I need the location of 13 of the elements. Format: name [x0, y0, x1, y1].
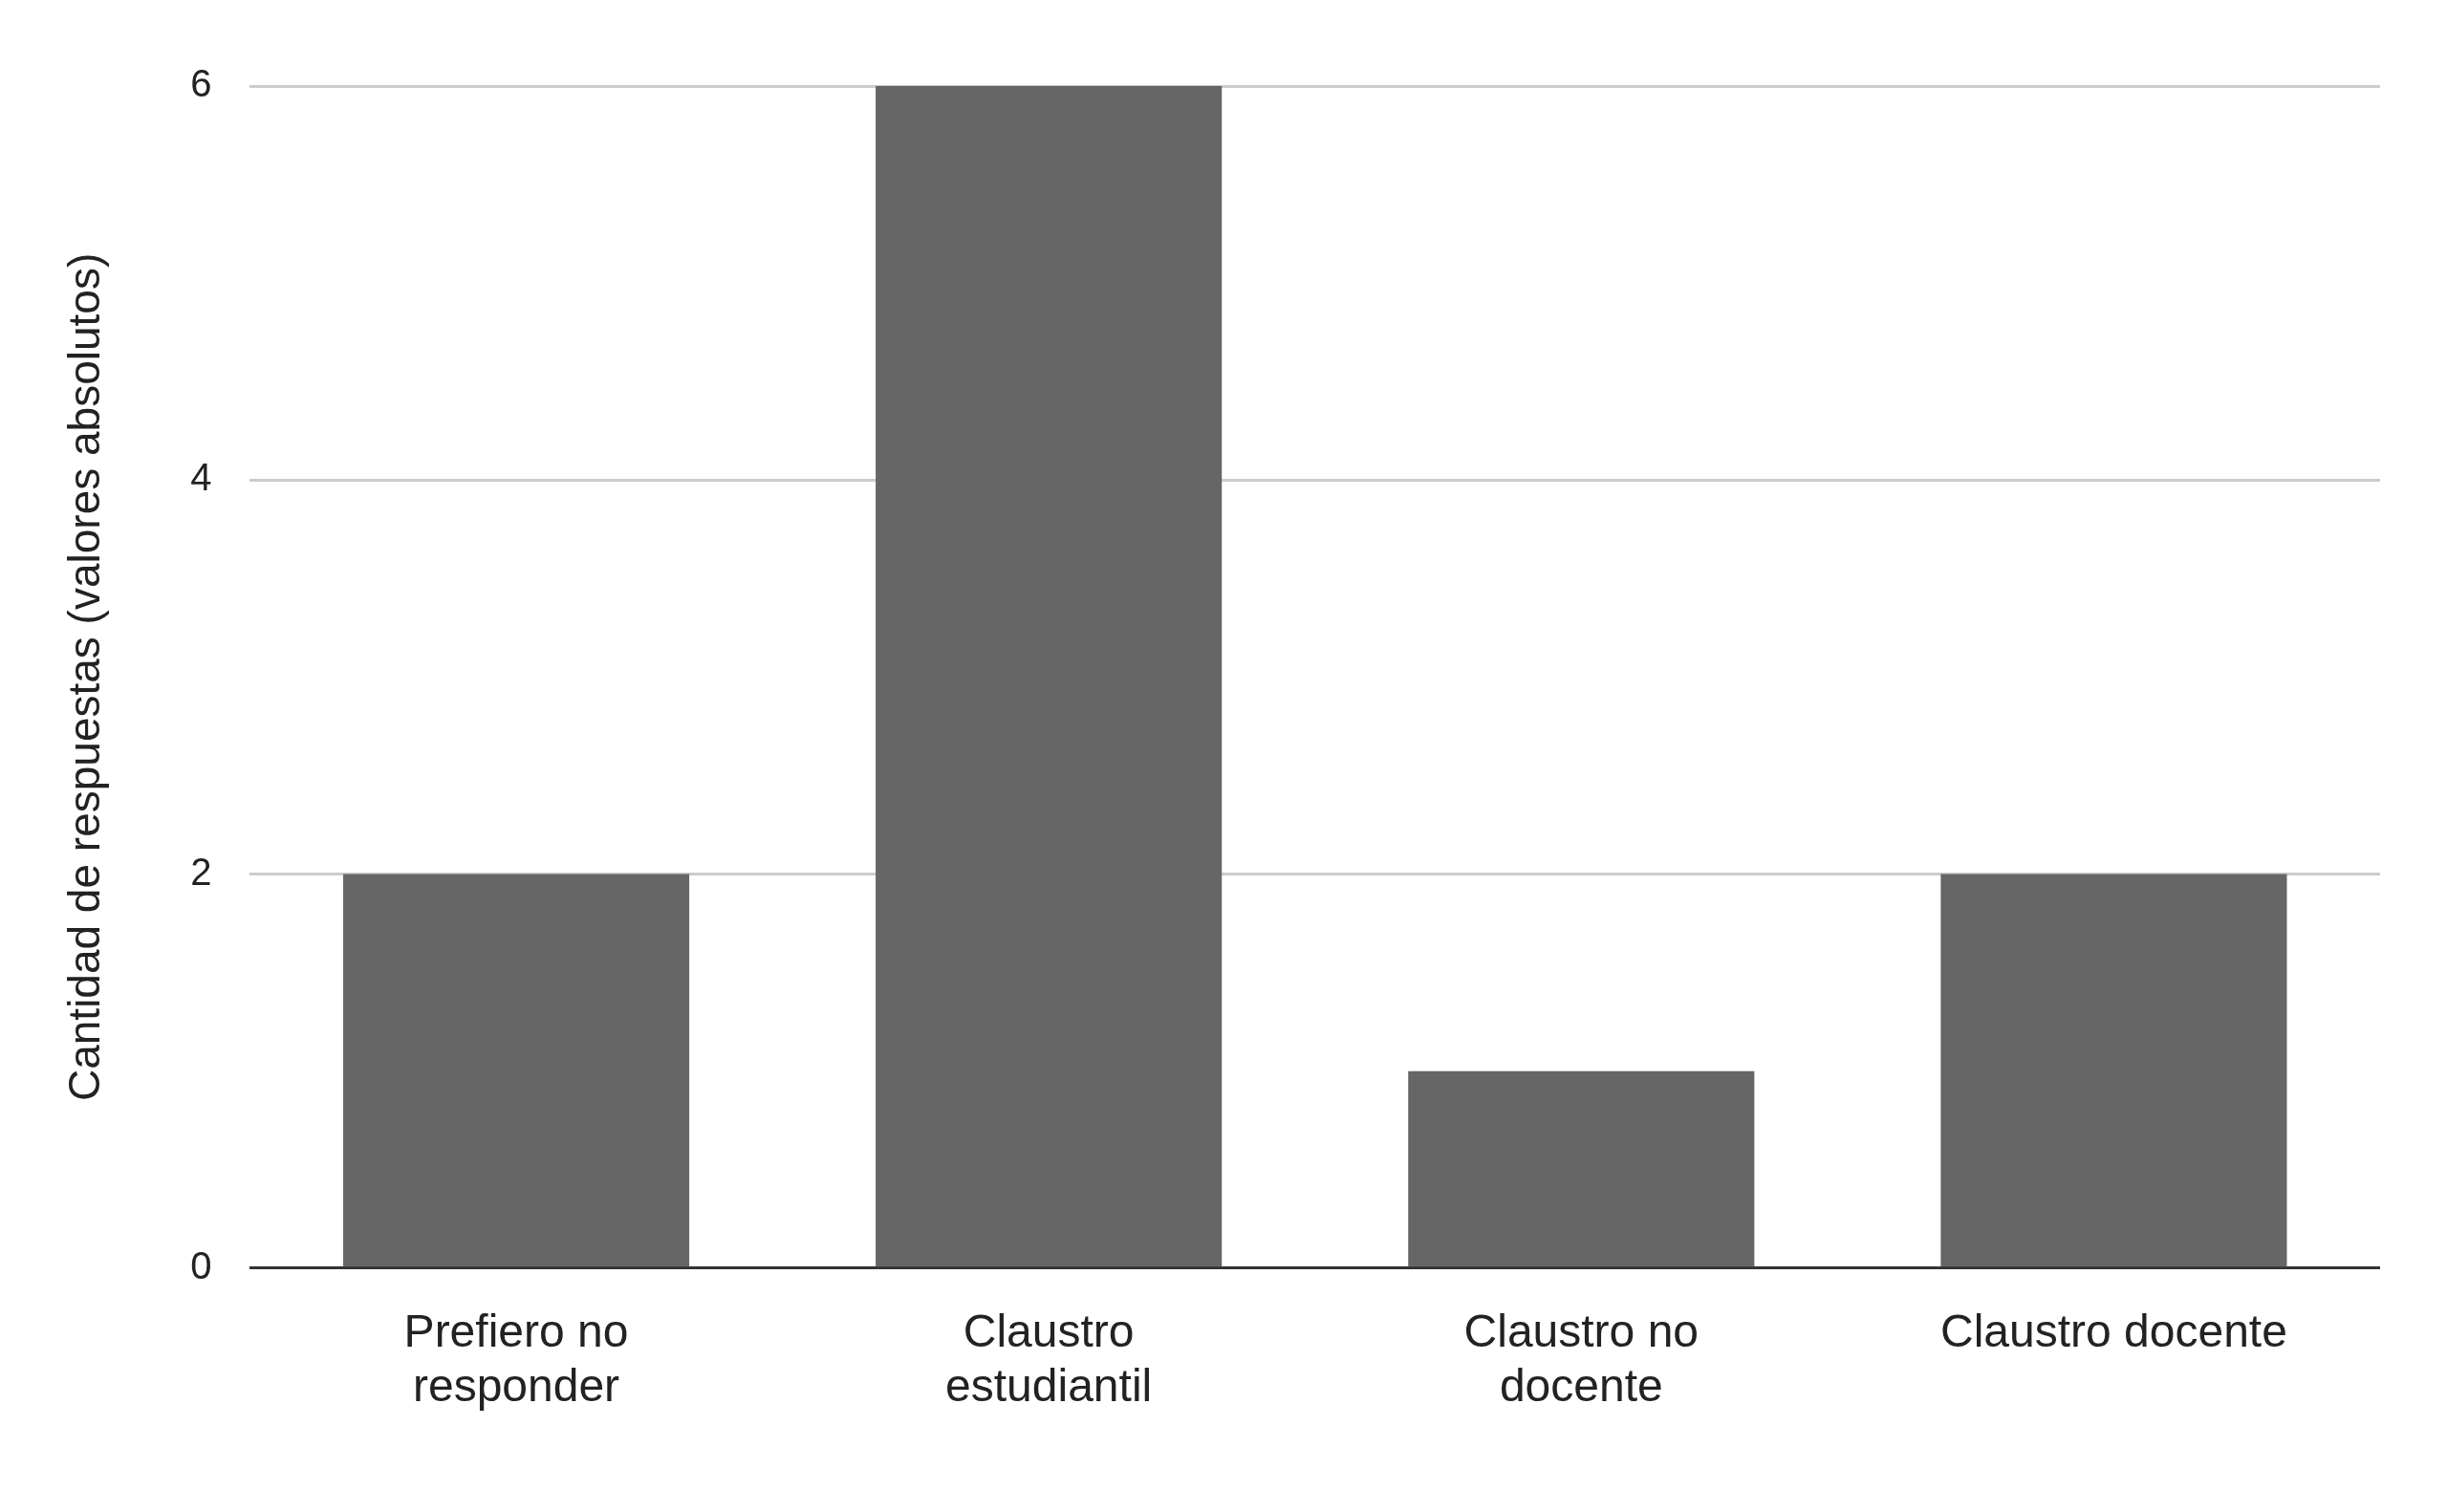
y-tick-label: 0 [190, 1243, 212, 1286]
y-axis-title: Cantidad de respuestas (valores absolutos) [59, 252, 110, 1102]
y-tick-label: 2 [190, 850, 212, 893]
bar [876, 86, 1223, 1267]
x-tick-label: Prefiero no responder [403, 1305, 629, 1412]
y-tick-label: 6 [190, 62, 212, 105]
bar [1940, 874, 2287, 1267]
x-tick-label: Claustro estudiantil [945, 1305, 1153, 1412]
bar [1408, 1070, 1755, 1267]
x-tick-label: Claustro no docente [1463, 1305, 1700, 1412]
y-tick-label: 4 [190, 456, 212, 499]
x-tick-label: Claustro docente [1939, 1305, 2287, 1356]
bar [342, 874, 690, 1267]
